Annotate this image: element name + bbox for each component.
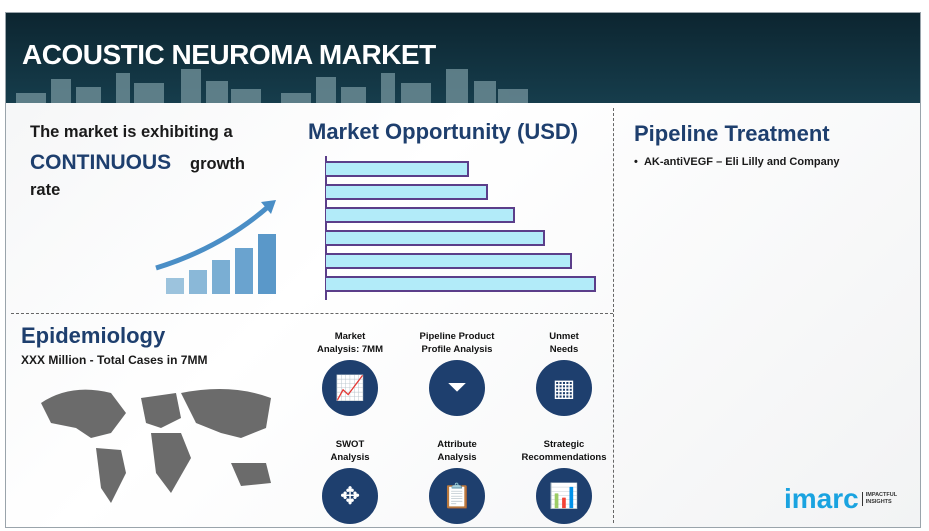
epidemiology-subtitle: XXX Million - Total Cases in 7MM [21,353,208,367]
logo-text: imarc [784,483,859,514]
growth-bars-arrow-icon [155,200,276,294]
analysis-label: Strategic Recommendations [504,438,624,464]
epidemiology-title: Epidemiology [21,323,166,348]
analysis-label: SWOT Analysis [290,438,410,464]
logo-tagline: INSIGHTS [865,499,892,505]
opportunity-title: Market Opportunity (USD) [308,119,579,144]
header-banner: ACOUSTIC NEUROMA MARKET [6,13,920,103]
logo-tagline: IMPACTFUL [865,492,898,498]
divider [613,108,614,523]
chart-bar [326,207,515,223]
imarc-logo: imarc IMPACTFUL INSIGHTS [784,483,897,515]
chart-bar [326,253,572,269]
chart-axis [325,156,327,300]
growth-emphasis: CONTINUOUS [30,151,172,174]
chart-bar [326,276,596,292]
analysis-label-line: Unmet [549,331,579,342]
pipeline-item: • AK-antiVEGF – Eli Lilly and Company [634,156,840,168]
pipeline-item-text: AK-antiVEGF – Eli Lilly and Company [643,156,840,168]
clipboard-icon: 📋 [429,468,485,524]
page-title: ACOUSTIC NEUROMA MARKET [22,39,436,70]
funnel-icon: ⏷ [429,360,485,416]
analysis-label-line: Analysis [437,452,477,463]
growth-line2: growth [190,155,245,173]
growth-icon: 📊 [536,468,592,524]
analysis-label: Attribute Analysis [397,438,517,464]
chart-bar [326,161,470,177]
analysis-label-line: Profile Analysis [421,344,493,355]
analysis-label-line: Pipeline Product [419,331,495,342]
growth-line3: rate [30,181,61,199]
chart-icon: 📈 [322,360,378,416]
analysis-label-line: Market [334,331,366,342]
analysis-label-line: Analysis: 7MM [317,344,383,355]
chart-bar [326,184,488,200]
growth-line1: The market is exhibiting a [30,123,233,141]
analysis-label: Market Analysis: 7MM [290,330,410,356]
analysis-label-line: Recommendations [521,452,607,463]
divider [11,313,613,314]
skyline-graphic [16,69,528,103]
analysis-label: Pipeline Product Profile Analysis [397,330,517,356]
analysis-label-line: Needs [549,344,579,355]
analysis-label-line: Analysis [330,452,370,463]
world-map-icon [41,389,271,503]
pipeline-title: Pipeline Treatment [634,121,830,146]
chart-bar [326,230,545,246]
analysis-label-line: SWOT [335,439,365,450]
maze-icon: ▦ [536,360,592,416]
analysis-label: Unmet Needs [504,330,624,356]
analysis-label-line: Attribute [437,439,477,450]
slide: ACOUSTIC NEUROMA MARKET The market is ex… [5,12,921,528]
swot-icon: ✥ [322,468,378,524]
analysis-label-line: Strategic [543,439,585,450]
